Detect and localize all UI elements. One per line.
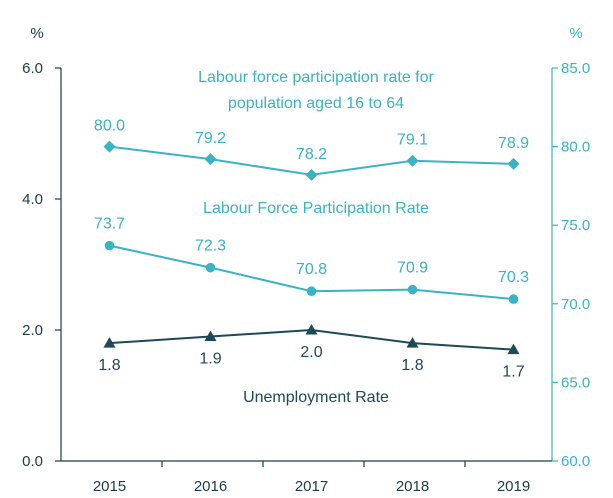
- data-label: 1.8: [98, 357, 120, 374]
- data-label: 80.0: [94, 118, 125, 135]
- x-tick-label: 2015: [93, 478, 126, 495]
- right-tick-label: 80.0: [561, 139, 590, 156]
- data-label: 78.9: [498, 135, 529, 152]
- right-tick-label: 75.0: [561, 217, 590, 234]
- x-tick-label: 2017: [295, 478, 328, 495]
- series-name-label: population aged 16 to 64: [228, 95, 404, 112]
- data-label: 79.2: [195, 130, 226, 147]
- series-name-label: Unemployment Rate: [243, 389, 389, 406]
- triangle-marker: [305, 324, 318, 335]
- left-axis-unit: %: [30, 25, 43, 42]
- triangle-marker: [204, 330, 217, 342]
- data-label: 70.8: [296, 261, 327, 278]
- x-tick-label: 2016: [194, 478, 227, 495]
- right-tick-label: 60.0: [561, 453, 590, 470]
- left-tick-label: 2.0: [22, 322, 43, 339]
- diamond-marker: [507, 157, 520, 170]
- diamond-marker: [103, 140, 116, 153]
- circle-marker: [205, 262, 216, 273]
- data-label: 2.0: [300, 344, 322, 361]
- triangle-marker: [507, 343, 520, 355]
- circle-marker: [508, 294, 519, 304]
- circle-marker: [407, 284, 418, 295]
- right-axis-unit: %: [569, 25, 582, 42]
- data-label: 78.2: [296, 146, 327, 163]
- left-tick-label: 6.0: [22, 60, 43, 77]
- right-tick-label: 70.0: [561, 296, 590, 313]
- data-label: 72.3: [195, 238, 226, 255]
- data-label: 79.1: [397, 132, 428, 149]
- triangle-marker: [103, 337, 116, 348]
- series-name-label: Labour force participation rate for: [198, 69, 434, 86]
- series-name-label: Labour Force Participation Rate: [203, 200, 429, 217]
- left-tick-label: 4.0: [22, 191, 43, 208]
- data-label: 1.7: [502, 364, 524, 381]
- data-label: 73.7: [94, 216, 125, 233]
- circle-marker: [306, 286, 317, 297]
- diamond-marker: [305, 168, 318, 181]
- data-label: 1.8: [401, 357, 423, 374]
- x-tick-label: 2019: [497, 478, 530, 495]
- data-label: 70.3: [498, 269, 529, 286]
- right-tick-label: 85.0: [561, 60, 590, 77]
- data-label: 70.9: [397, 260, 428, 277]
- triangle-marker: [406, 337, 419, 348]
- right-tick-label: 65.0: [561, 374, 590, 391]
- diamond-marker: [204, 153, 217, 166]
- circle-marker: [104, 240, 115, 251]
- diamond-marker: [406, 154, 419, 167]
- data-label: 1.9: [199, 351, 221, 368]
- left-tick-label: 0.0: [22, 453, 43, 470]
- x-tick-label: 2018: [396, 478, 429, 495]
